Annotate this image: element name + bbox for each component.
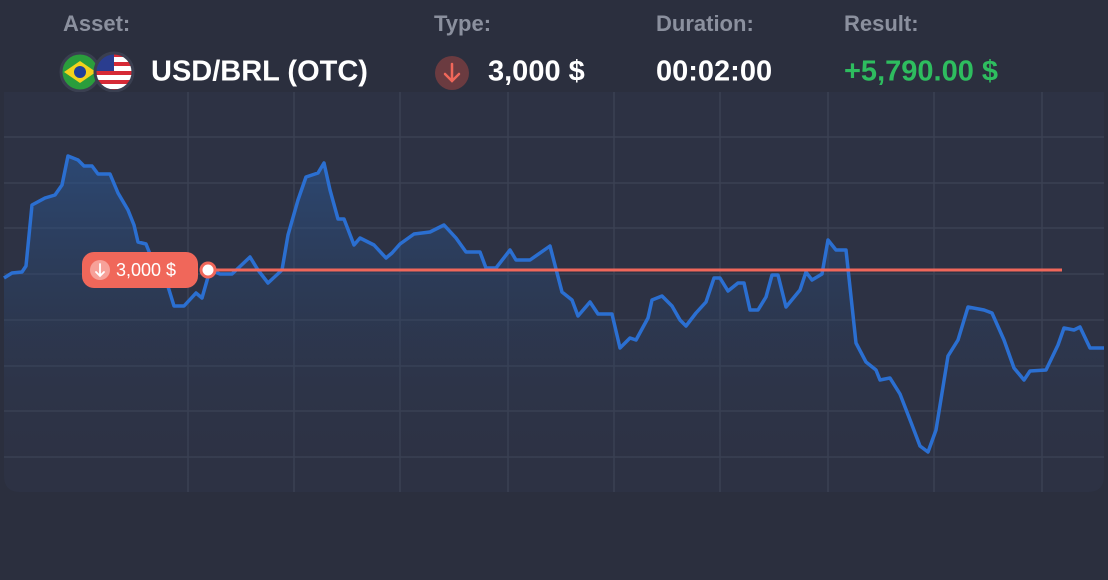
result-label: Result:: [844, 11, 919, 36]
asset-name: USD/BRL (OTC): [151, 56, 368, 88]
trade-amount: 3,000 $: [488, 56, 585, 88]
us-flag: [93, 51, 135, 93]
entry-point: [199, 261, 217, 279]
type-label: Type:: [434, 11, 491, 36]
result: +5,790.00 $: [844, 56, 998, 88]
duration-label: Duration:: [656, 11, 754, 36]
price-area: [4, 156, 1104, 492]
asset-label: Asset:: [63, 11, 130, 36]
trade-badge: 3,000 $: [82, 252, 198, 288]
badge-amount: 3,000 $: [116, 260, 176, 280]
brazil-flag: [59, 51, 101, 93]
duration: 00:02:00: [656, 56, 772, 88]
direction-down-icon: [435, 56, 469, 90]
